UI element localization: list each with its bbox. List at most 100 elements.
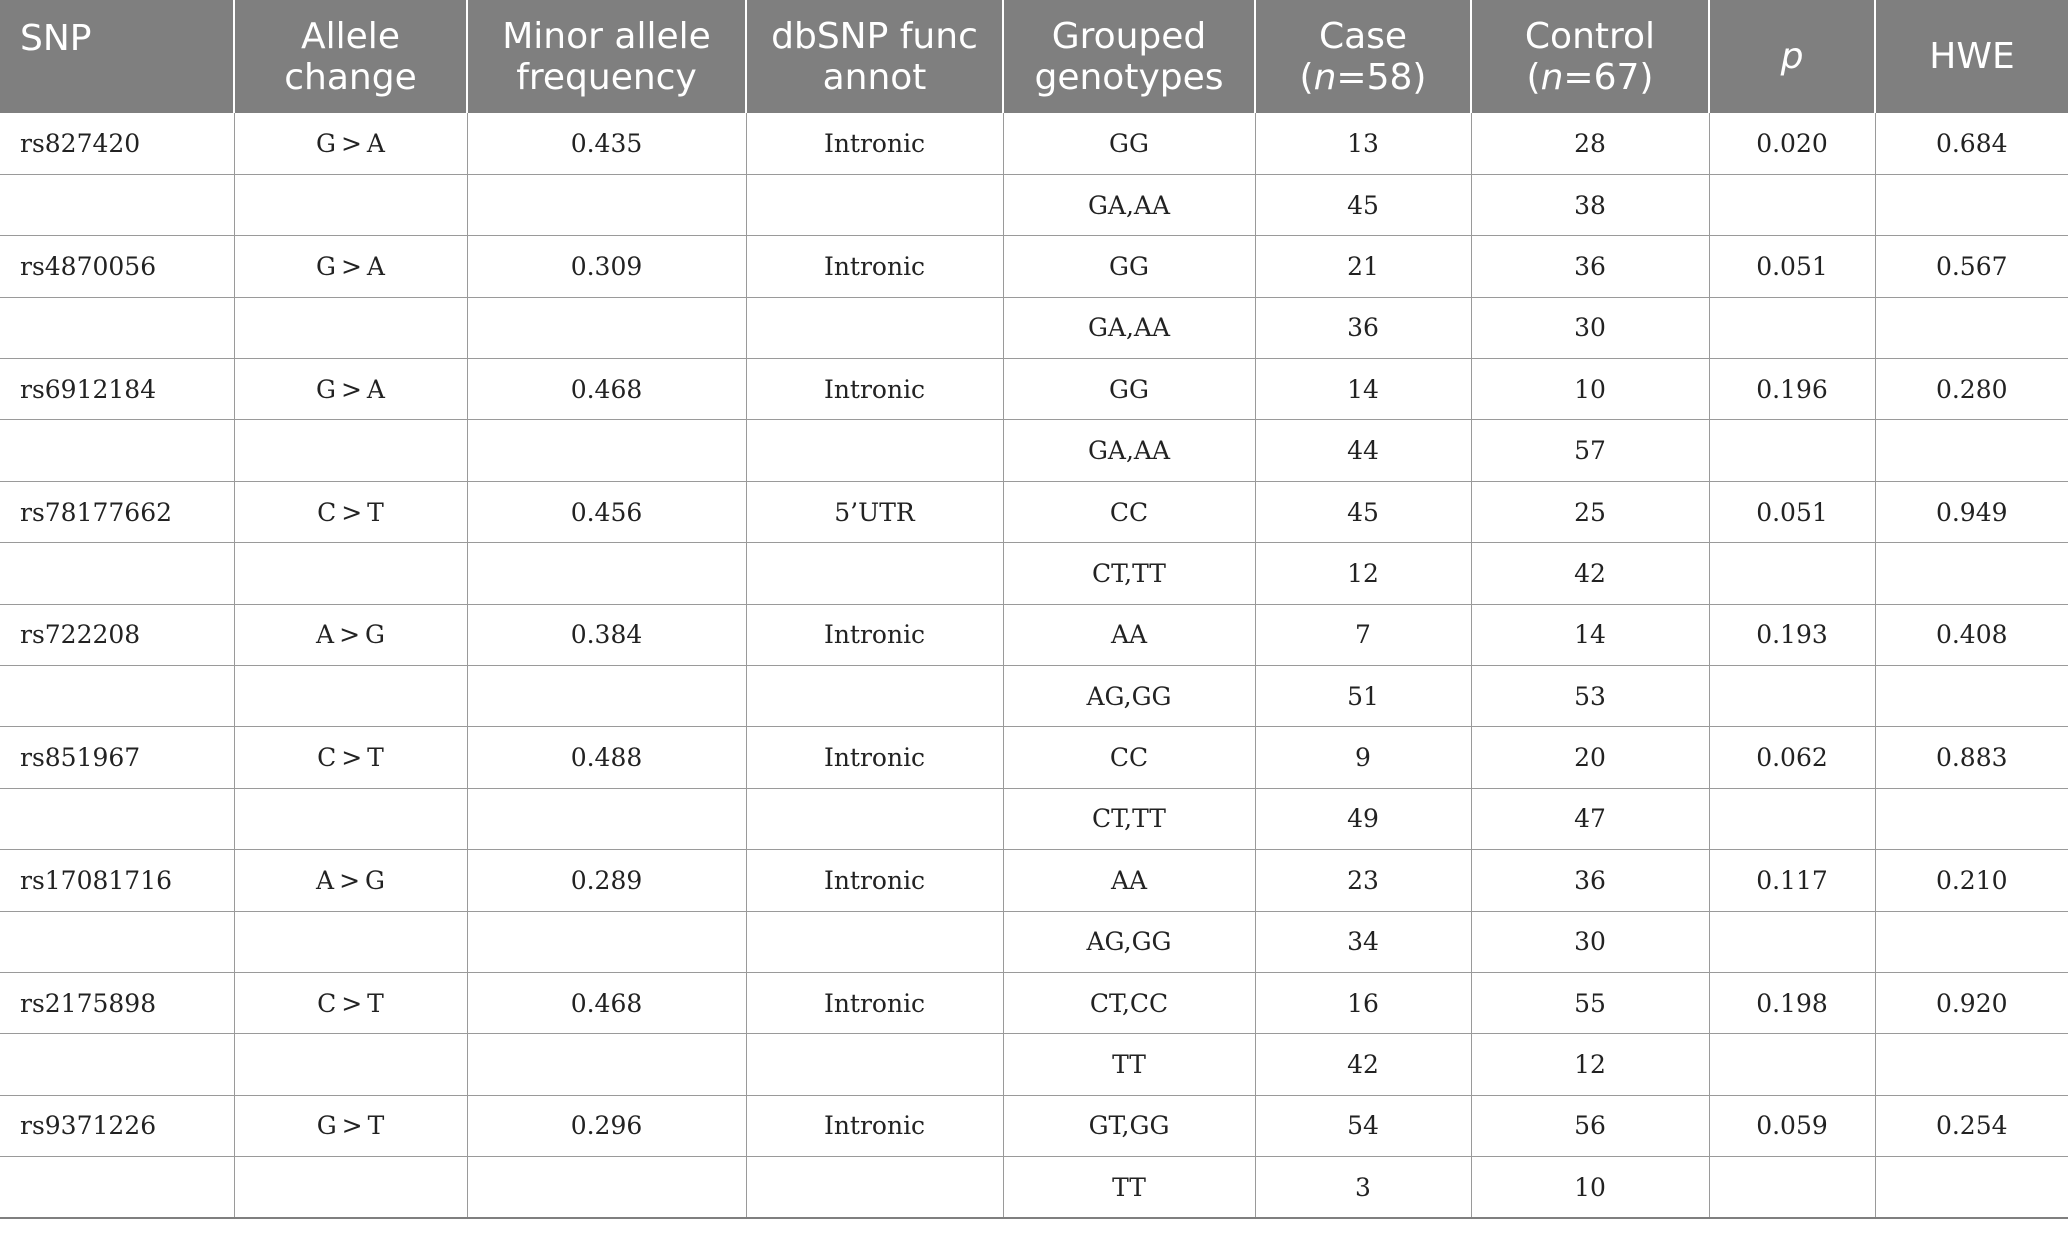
- maf-cell: 0.468: [466, 972, 746, 1035]
- table-row: CT,TT 12 42: [0, 542, 2068, 605]
- genotype-cell: GA,AA: [1002, 419, 1255, 482]
- control-count-cell: 10: [1470, 358, 1709, 421]
- table-row: AG,GG 34 30: [0, 911, 2068, 973]
- allele-change-cell: C > T: [233, 972, 467, 1035]
- genotype-cell: GA,AA: [1002, 297, 1255, 360]
- maf-cell: 0.468: [466, 358, 746, 421]
- genotype-cell: AG,GG: [1002, 665, 1255, 728]
- snp-cell: [0, 297, 234, 360]
- snp-cell: rs851967: [0, 726, 234, 789]
- control-count-cell: 56: [1470, 1095, 1709, 1158]
- case-count-cell: 36: [1254, 297, 1471, 360]
- allele-change-cell: [233, 911, 467, 973]
- p-value-cell: 0.193: [1708, 604, 1875, 667]
- hwe-cell: [1874, 1156, 2068, 1220]
- hwe-cell: [1874, 419, 2068, 482]
- table-row: TT 3 10: [0, 1156, 2068, 1220]
- genotype-cell: GT,GG: [1002, 1095, 1255, 1158]
- func-annot-cell: [745, 1156, 1003, 1220]
- func-annot-cell: [745, 297, 1003, 360]
- control-count-cell: 30: [1470, 297, 1709, 360]
- genotype-cell: TT: [1002, 1033, 1255, 1096]
- table-row: rs722208 A > G 0.384 Intronic AA 7 14 0.193 0.40…: [0, 604, 2068, 667]
- allele-change-cell: G > A: [233, 358, 467, 421]
- allele-change-cell: G > T: [233, 1095, 467, 1158]
- hwe-cell: [1874, 665, 2068, 728]
- func-annot-cell: Intronic: [745, 604, 1003, 667]
- p-value-cell: 0.059: [1708, 1095, 1875, 1158]
- hwe-cell: 0.254: [1874, 1095, 2068, 1158]
- control-count-cell: 57: [1470, 419, 1709, 482]
- p-value-cell: 0.196: [1708, 358, 1875, 421]
- allele-change-cell: [233, 542, 467, 605]
- snp-cell: rs9371226: [0, 1095, 234, 1158]
- func-annot-cell: [745, 788, 1003, 851]
- func-annot-cell: 5’UTR: [745, 481, 1003, 544]
- hwe-cell: 0.883: [1874, 726, 2068, 789]
- header-minor-allele-frequency: Minor allele frequency: [466, 0, 746, 113]
- case-count-cell: 42: [1254, 1033, 1471, 1096]
- control-count-cell: 38: [1470, 174, 1709, 237]
- snp-cell: [0, 665, 234, 728]
- table-row: CT,TT 49 47: [0, 788, 2068, 851]
- maf-cell: [466, 1033, 746, 1096]
- hwe-cell: [1874, 174, 2068, 237]
- control-count-cell: 55: [1470, 972, 1709, 1035]
- p-value-cell: [1708, 1156, 1875, 1220]
- case-count-cell: 3: [1254, 1156, 1471, 1220]
- table-row: rs2175898 C > T 0.468 Intronic CT,CC 16 55 0.19…: [0, 972, 2068, 1035]
- hwe-cell: 0.920: [1874, 972, 2068, 1035]
- case-count-cell: 14: [1254, 358, 1471, 421]
- hwe-cell: [1874, 1033, 2068, 1096]
- func-annot-cell: Intronic: [745, 1095, 1003, 1158]
- case-count-cell: 34: [1254, 911, 1471, 973]
- p-value-cell: [1708, 419, 1875, 482]
- maf-cell: [466, 788, 746, 851]
- maf-cell: [466, 911, 746, 973]
- allele-change-cell: [233, 419, 467, 482]
- genotype-cell: GA,AA: [1002, 174, 1255, 237]
- control-count-cell: 14: [1470, 604, 1709, 667]
- snp-cell: [0, 788, 234, 851]
- control-count-cell: 36: [1470, 849, 1709, 912]
- allele-change-cell: C > T: [233, 481, 467, 544]
- control-count-cell: 42: [1470, 542, 1709, 605]
- case-count-cell: 49: [1254, 788, 1471, 851]
- maf-cell: 0.296: [466, 1095, 746, 1158]
- p-value-cell: 0.198: [1708, 972, 1875, 1035]
- hwe-cell: 0.408: [1874, 604, 2068, 667]
- func-annot-cell: [745, 1033, 1003, 1096]
- allele-change-cell: [233, 1033, 467, 1096]
- func-annot-cell: [745, 174, 1003, 237]
- table-row: AG,GG 51 53: [0, 665, 2068, 728]
- func-annot-cell: Intronic: [745, 358, 1003, 421]
- case-count-cell: 51: [1254, 665, 1471, 728]
- table-row: GA,AA 45 38: [0, 174, 2068, 237]
- func-annot-cell: Intronic: [745, 235, 1003, 298]
- maf-cell: [466, 297, 746, 360]
- hwe-cell: [1874, 542, 2068, 605]
- hwe-cell: 0.280: [1874, 358, 2068, 421]
- case-count-cell: 45: [1254, 174, 1471, 237]
- maf-cell: 0.309: [466, 235, 746, 298]
- case-count-cell: 7: [1254, 604, 1471, 667]
- p-value-cell: [1708, 665, 1875, 728]
- snp-cell: rs6912184: [0, 358, 234, 421]
- genotype-cell: AA: [1002, 849, 1255, 912]
- genotype-cell: TT: [1002, 1156, 1255, 1220]
- case-count-cell: 54: [1254, 1095, 1471, 1158]
- maf-cell: [466, 1156, 746, 1220]
- snp-cell: rs827420: [0, 113, 234, 175]
- p-value-cell: 0.062: [1708, 726, 1875, 789]
- p-value-cell: [1708, 174, 1875, 237]
- p-value-cell: [1708, 1033, 1875, 1096]
- case-count-cell: 12: [1254, 542, 1471, 605]
- hwe-cell: 0.210: [1874, 849, 2068, 912]
- snp-cell: rs17081716: [0, 849, 234, 912]
- allele-change-cell: [233, 788, 467, 851]
- hwe-cell: [1874, 911, 2068, 973]
- snp-cell: [0, 1156, 234, 1220]
- p-value-cell: 0.020: [1708, 113, 1875, 175]
- table-row: GA,AA 44 57: [0, 419, 2068, 482]
- header-row: SNP Allele change Minor allele frequency d…: [0, 0, 2068, 113]
